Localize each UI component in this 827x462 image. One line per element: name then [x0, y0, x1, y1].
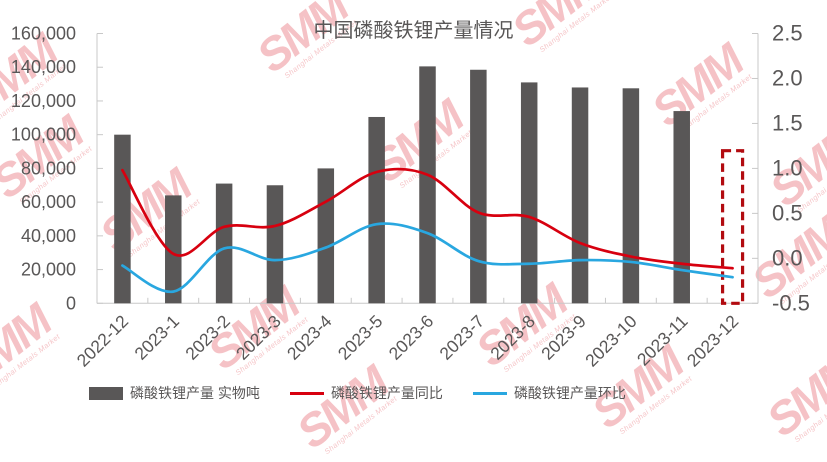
y-axis-left-label: 120,000	[11, 91, 76, 111]
chart-legend: 磷酸铁锂产量 实物吨 磷酸铁锂产量同比 磷酸铁锂产量环比	[0, 383, 771, 403]
x-axis-label: 2023-8	[486, 311, 539, 364]
y-axis-left-label: 140,000	[11, 57, 76, 77]
y-axis-right-label: -0.5	[772, 290, 810, 315]
line-mom	[121, 222, 734, 293]
x-axis-label: 2023-4	[283, 311, 336, 364]
chart-title: 中国磷酸铁锂产量情况	[313, 20, 514, 42]
x-axis-label: 2022-12	[73, 311, 133, 371]
line-yoy	[121, 167, 734, 270]
legend-swatch-mom-line	[472, 391, 507, 395]
chart-plot: 160,000 140,000 120,000 100,000 80,000 60,000…	[11, 21, 810, 371]
x-axis-label: 2023-10	[581, 311, 641, 371]
bar	[114, 134, 131, 304]
x-axis-label: 2023-11	[633, 311, 692, 370]
bar	[520, 82, 538, 304]
legend-swatch-yoy-line	[289, 391, 324, 395]
y-axis-right-label: 1.0	[772, 155, 803, 180]
legend-item-production: 磷酸铁锂产量 实物吨	[89, 383, 260, 403]
bar	[165, 195, 182, 304]
x-axis-label: 2023-1	[130, 311, 183, 364]
y-axis-right-label: 0.5	[772, 200, 803, 225]
legend-item-mom: 磷酸铁锂产量环比	[472, 383, 626, 403]
smm-watermark-subtext: Shanghai Metals Market	[792, 382, 827, 445]
legend-label-mom: 磷酸铁锂产量环比	[513, 385, 626, 401]
y-axis-right-label: 2.0	[772, 65, 803, 90]
y-axis-left-label: 80,000	[21, 158, 76, 178]
legend-item-yoy: 磷酸铁锂产量同比	[289, 383, 443, 403]
bar	[622, 88, 640, 304]
x-axis-label: 2023-5	[334, 311, 387, 364]
x-axis-label: 2023-6	[385, 311, 438, 364]
bar	[470, 69, 487, 304]
y-axis-left-label: 160,000	[11, 24, 76, 44]
smm-watermark-subtext: Shanghai Metals Market	[322, 393, 399, 457]
legend-swatch-bar	[89, 386, 124, 400]
x-axis-label: 2023-12	[683, 311, 743, 371]
bar	[419, 66, 436, 304]
bar	[571, 87, 589, 304]
bar	[368, 116, 385, 304]
forecast-dashed-box	[720, 149, 745, 305]
bar	[266, 185, 284, 304]
y-axis-left-label: 100,000	[11, 125, 76, 145]
x-axis-label: 2023-2	[181, 311, 234, 364]
bar	[317, 168, 335, 304]
y-axis-left-label: 0	[66, 293, 76, 313]
x-axis-label: 2023-7	[435, 311, 488, 364]
x-axis-label: 2023-3	[232, 311, 285, 364]
legend-label-production: 磷酸铁锂产量 实物吨	[130, 385, 260, 401]
y-axis-left-label: 60,000	[21, 192, 76, 212]
legend-label-yoy: 磷酸铁锂产量同比	[330, 385, 443, 401]
y-axis-left-label: 20,000	[21, 260, 76, 280]
bar	[215, 183, 233, 304]
y-axis-right-label: 0.0	[772, 245, 803, 270]
y-axis-right-label: 1.5	[772, 110, 803, 135]
bar	[673, 111, 690, 304]
y-axis-left-label: 40,000	[21, 226, 76, 246]
y-axis-right-label: 2.5	[772, 21, 803, 46]
